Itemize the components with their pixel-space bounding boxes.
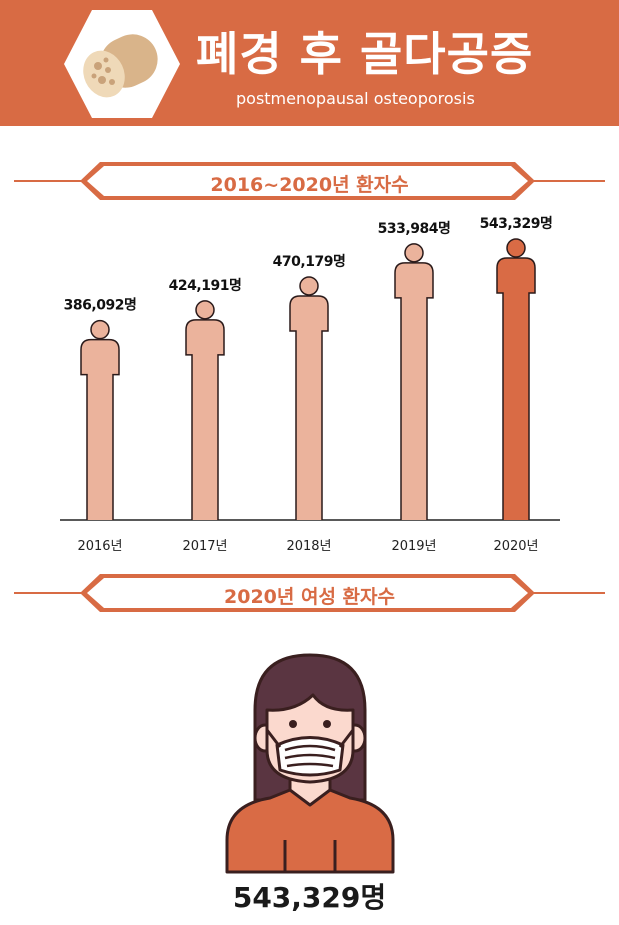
bar-2018년: [289, 276, 329, 520]
x-tick-label: 2017년: [182, 539, 227, 554]
data-label: 386,092명: [64, 297, 137, 314]
patient-count-chart: 386,092명 2016년 424,191명 2017년 470,179명 2018년 5…: [60, 215, 560, 554]
header-banner: 폐경 후 골다공증 postmenopausal osteoporosis: [0, 0, 619, 126]
x-tick-label: 2016년: [77, 539, 122, 554]
data-label: 543,329명: [480, 215, 553, 232]
female-patient-total: 543,329명: [232, 881, 387, 914]
x-tick-label: 2018년: [286, 539, 331, 554]
woman-with-mask-icon: [225, 653, 395, 874]
x-tick-label: 2020년: [493, 539, 538, 554]
data-label: 424,191명: [169, 277, 242, 294]
bar-2016년: [80, 319, 120, 520]
section-banner-2: [14, 574, 605, 612]
data-label: 533,984명: [378, 220, 451, 237]
section-title-1: 2016~2020년 환자수: [210, 174, 409, 196]
section-banner-1: [14, 162, 605, 200]
x-tick-label: 2019년: [391, 539, 436, 554]
section-title-2: 2020년 여성 환자수: [224, 586, 395, 608]
bar-2020년: [496, 238, 536, 520]
data-label: 470,179명: [273, 253, 346, 270]
page-subtitle: postmenopausal osteoporosis: [236, 89, 475, 108]
bone-cross-section-icon: [64, 10, 180, 118]
bar-2017년: [185, 300, 225, 520]
bar-2019년: [394, 243, 434, 520]
page-title: 폐경 후 골다공증: [196, 27, 534, 81]
